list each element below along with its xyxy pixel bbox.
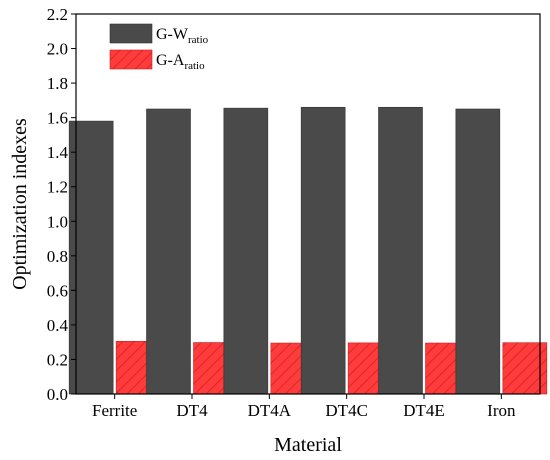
y-tick-label: 0.0 <box>47 385 68 404</box>
y-tick-label: 1.0 <box>47 212 68 231</box>
y-tick-label: 0.8 <box>47 247 68 266</box>
x-tick-label: Iron <box>487 401 516 420</box>
y-tick-label: 0.2 <box>47 350 68 369</box>
x-axis-ticks: Ferrite DT4 DT4A DT4C DT4E Iron <box>92 394 516 420</box>
y-tick-label: 2.0 <box>47 40 68 59</box>
bar-g-w-iron <box>455 108 501 395</box>
plot-frame <box>75 13 541 395</box>
y-tick-label: 0.4 <box>47 316 69 335</box>
x-axis-title: Material <box>274 434 342 456</box>
bar-g-w-dt4c <box>300 106 346 395</box>
legend-swatch-g-a <box>109 49 153 70</box>
x-tick-label: DT4 <box>176 401 208 420</box>
y-tick-label: 1.2 <box>47 178 68 197</box>
legend-swatch-g-w <box>109 23 153 44</box>
y-axis-title: Optimization indexes <box>9 118 31 290</box>
legend-label-g-a: G-Aratio <box>156 52 205 72</box>
y-tick-label: 1.6 <box>47 109 68 128</box>
bars-layer <box>68 106 548 395</box>
legend-label-g-w: G-Wratio <box>156 26 209 46</box>
x-tick-label: DT4A <box>248 401 292 420</box>
x-tick-label: DT4C <box>325 401 368 420</box>
bar-g-w-dt4e <box>378 106 423 395</box>
y-tick-label: 1.4 <box>47 143 69 162</box>
y-axis-ticks: 0.0 0.2 0.4 0.6 0.8 1.0 1.2 1.4 1.6 1.8 2.0 2.2 <box>47 5 76 404</box>
y-tick-label: 0.6 <box>47 281 68 300</box>
x-tick-label: DT4E <box>403 401 445 420</box>
bar-g-w-dt4 <box>146 108 191 395</box>
x-tick-label: Ferrite <box>92 401 137 420</box>
legend: G-Wratio G-Aratio <box>109 23 209 72</box>
y-tick-label: 1.8 <box>47 74 68 93</box>
bar-g-w-dt4a <box>223 107 269 395</box>
y-tick-label: 2.2 <box>47 5 68 24</box>
